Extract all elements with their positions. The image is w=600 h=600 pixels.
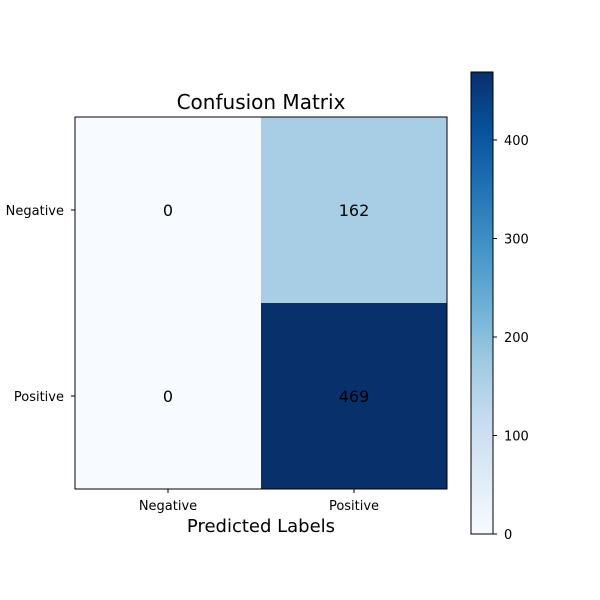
axis-ticks: Negative Positive Negative Positive bbox=[6, 204, 379, 514]
colorbar-tick-label: 200 bbox=[504, 331, 529, 346]
heatmap-cell-0-1 bbox=[261, 117, 447, 303]
heatmap-cells: 0 162 0 469 bbox=[75, 117, 447, 489]
colorbar-ticks: 0 100 200 300 400 bbox=[493, 134, 529, 543]
cell-value-1-0: 0 bbox=[163, 387, 173, 406]
heatmap-cell-1-1 bbox=[261, 303, 447, 489]
colorbar-tick-label: 300 bbox=[504, 232, 529, 247]
heatmap-cell-1-0 bbox=[75, 303, 261, 489]
cell-value-0-1: 162 bbox=[339, 201, 370, 220]
x-tick-label: Negative bbox=[139, 499, 197, 514]
x-axis-label: Predicted Labels bbox=[187, 516, 335, 537]
x-tick-label: Positive bbox=[329, 499, 379, 514]
colorbar-tick-label: 0 bbox=[504, 528, 512, 543]
heatmap-cell-0-0 bbox=[75, 117, 261, 303]
colorbar-tick-label: 400 bbox=[504, 134, 529, 149]
plot-frame bbox=[74, 116, 448, 490]
cell-value-0-0: 0 bbox=[163, 201, 173, 220]
chart-title: Confusion Matrix bbox=[177, 90, 346, 114]
y-tick-label: Positive bbox=[14, 390, 64, 405]
y-tick-label: Negative bbox=[6, 204, 64, 219]
colorbar bbox=[470, 71, 494, 535]
cell-value-1-1: 469 bbox=[339, 387, 370, 406]
colorbar-tick-label: 100 bbox=[504, 429, 529, 444]
